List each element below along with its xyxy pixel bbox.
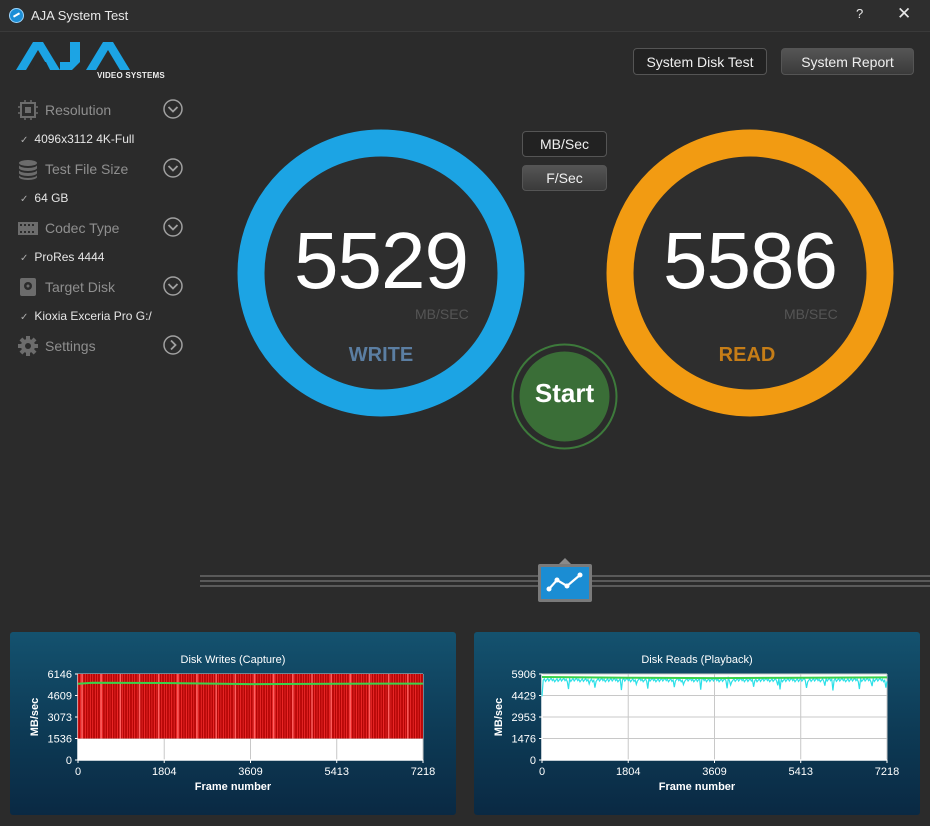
x-tick-label: 1804: [152, 766, 176, 778]
x-tick-label: 5413: [788, 766, 812, 778]
codec-icon: [18, 222, 38, 235]
y-axis-label: MB/sec: [493, 698, 505, 737]
write-ring: [237, 129, 525, 417]
x-tick-label: 3609: [238, 766, 262, 778]
app-icon: [9, 8, 24, 23]
title-bar: AJA System Test ? ✕: [0, 0, 930, 32]
disk-icon: [20, 278, 36, 296]
disk-writes-panel: Disk Writes (Capture) 0 1536 3073 4609 6146 0…: [10, 632, 456, 815]
write-label: WRITE: [348, 344, 414, 366]
aja-logo: [16, 42, 130, 70]
y-tick-label: 2953: [512, 712, 536, 724]
chevron-down-icon[interactable]: [163, 217, 183, 237]
write-unit: MB/SEC: [415, 306, 469, 322]
sidebar-item-resolution[interactable]: Resolution: [17, 99, 187, 121]
y-tick-label: 0: [66, 755, 72, 767]
y-tick-label: 3073: [48, 712, 72, 724]
y-tick-label: 4609: [48, 691, 72, 703]
start-button-graphic: [511, 343, 618, 450]
read-label: READ: [718, 344, 776, 366]
write-throughput-line: [77, 681, 424, 686]
sidebar-item-label: Resolution: [45, 102, 112, 118]
y-tick-label: 1476: [512, 734, 536, 746]
window-title: AJA System Test: [31, 8, 129, 23]
check-icon: ✓: [20, 135, 29, 146]
sidebar-item-codec-type[interactable]: Codec Type: [17, 217, 187, 239]
x-tick-label: 0: [75, 766, 81, 778]
x-tick-label: 1804: [616, 766, 640, 778]
sidebar-item-label: Target Disk: [45, 279, 116, 295]
y-tick-label: 4429: [512, 691, 536, 703]
y-tick-label: 1536: [48, 734, 72, 746]
test-file-size-value: ✓ 64 GB: [20, 191, 69, 205]
x-tick-label: 0: [539, 766, 545, 778]
resolution-icon: [18, 100, 38, 120]
f-sec-toggle[interactable]: F/Sec: [522, 165, 607, 191]
disk-reads-chart: 0 1476 2953 4429 5906 0 1804 3609 5413 7218 MB/sec: [493, 669, 899, 778]
write-value: 5529: [294, 216, 469, 305]
disk-writes-chart: 0 1536 3073 4609 6146 0 1804 3609 5413 7218 MB/sec: [29, 669, 435, 778]
system-disk-test-button[interactable]: System Disk Test: [633, 48, 767, 75]
y-axis-label: MB/sec: [29, 698, 41, 737]
x-tick-label: 3609: [702, 766, 726, 778]
read-ring: [606, 129, 894, 417]
check-icon: ✓: [20, 194, 29, 205]
file-size-icon: [19, 160, 37, 180]
disk-writes-title: Disk Writes (Capture): [180, 654, 286, 666]
sidebar-item-target-disk[interactable]: Target Disk: [17, 276, 187, 298]
read-average-line: [541, 675, 888, 680]
sidebar-item-test-file-size[interactable]: Test File Size: [17, 158, 187, 180]
disk-writes-xlabel: Frame number: [194, 781, 272, 793]
sidebar-item-label: Settings: [45, 338, 96, 354]
disk-reads-title: Disk Reads (Playback): [641, 654, 753, 666]
chevron-right-icon[interactable]: [163, 335, 183, 355]
x-tick-label: 7218: [875, 766, 899, 778]
check-icon: ✓: [20, 312, 29, 323]
system-report-button[interactable]: System Report: [781, 48, 914, 75]
help-button[interactable]: ?: [856, 6, 864, 21]
sidebar-item-label: Test File Size: [45, 161, 129, 177]
chevron-down-icon[interactable]: [163, 276, 183, 296]
read-value: 5586: [663, 216, 838, 305]
target-disk-value: ✓ Kioxia Exceria Pro G:/: [20, 309, 152, 323]
chevron-down-icon[interactable]: [163, 158, 183, 178]
y-tick-label: 0: [530, 755, 536, 767]
y-tick-label: 5906: [512, 669, 536, 681]
x-tick-label: 7218: [411, 766, 435, 778]
read-unit: MB/SEC: [784, 306, 838, 322]
codec-type-value: ✓ ProRes 4444: [20, 250, 105, 264]
resolution-value: ✓ 4096x3112 4K-Full: [20, 132, 135, 146]
gear-icon: [18, 336, 38, 356]
logo-subtitle: VIDEO SYSTEMS: [97, 71, 165, 80]
sidebar-item-label: Codec Type: [45, 220, 120, 236]
x-tick-label: 5413: [324, 766, 348, 778]
disk-reads-panel: Disk Reads (Playback) 0 1476 2953 4429 5906 0…: [474, 632, 920, 815]
start-button[interactable]: Start: [534, 378, 595, 408]
chevron-down-icon[interactable]: [163, 99, 183, 119]
mb-sec-toggle[interactable]: MB/Sec: [522, 131, 607, 157]
graph-toggle-button[interactable]: [537, 558, 593, 603]
y-tick-label: 6146: [48, 669, 72, 681]
close-button[interactable]: ✕: [897, 4, 912, 23]
check-icon: ✓: [20, 253, 29, 264]
sidebar-item-settings[interactable]: Settings: [17, 335, 187, 357]
disk-reads-xlabel: Frame number: [658, 781, 736, 793]
